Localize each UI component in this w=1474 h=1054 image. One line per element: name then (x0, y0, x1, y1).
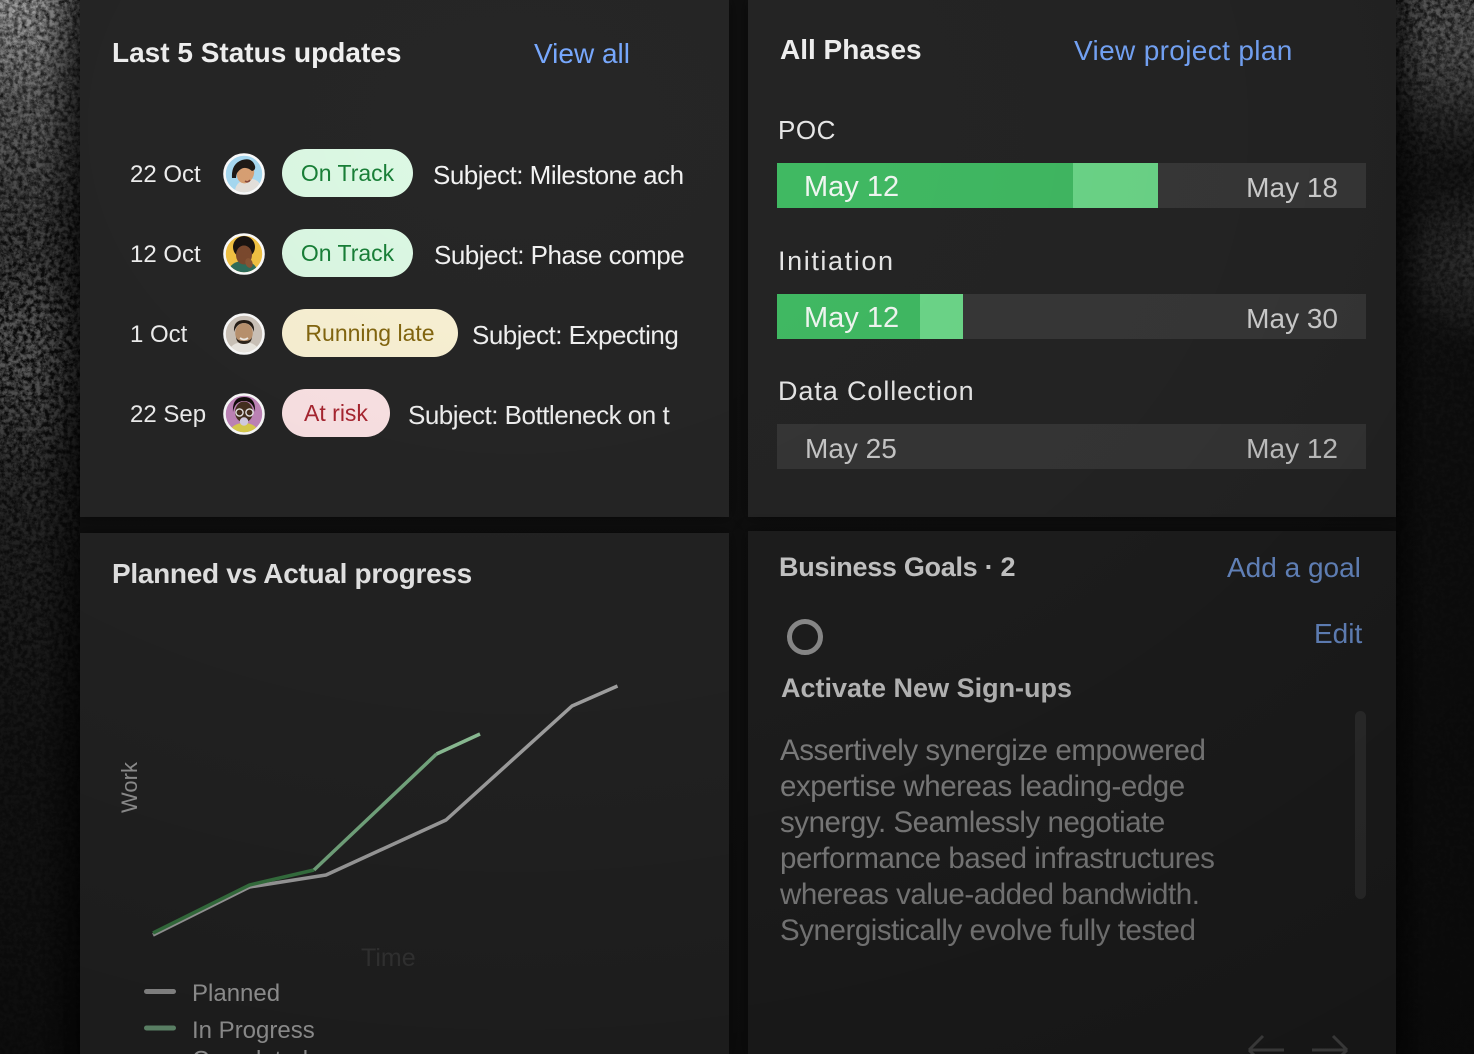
svg-text:Planned: Planned (192, 980, 280, 1007)
svg-text:In Progress: In Progress (192, 1017, 315, 1044)
svg-text:Time: Time (361, 944, 416, 972)
svg-text:Work: Work (117, 761, 142, 813)
svg-text:Completed: Completed (192, 1047, 308, 1054)
